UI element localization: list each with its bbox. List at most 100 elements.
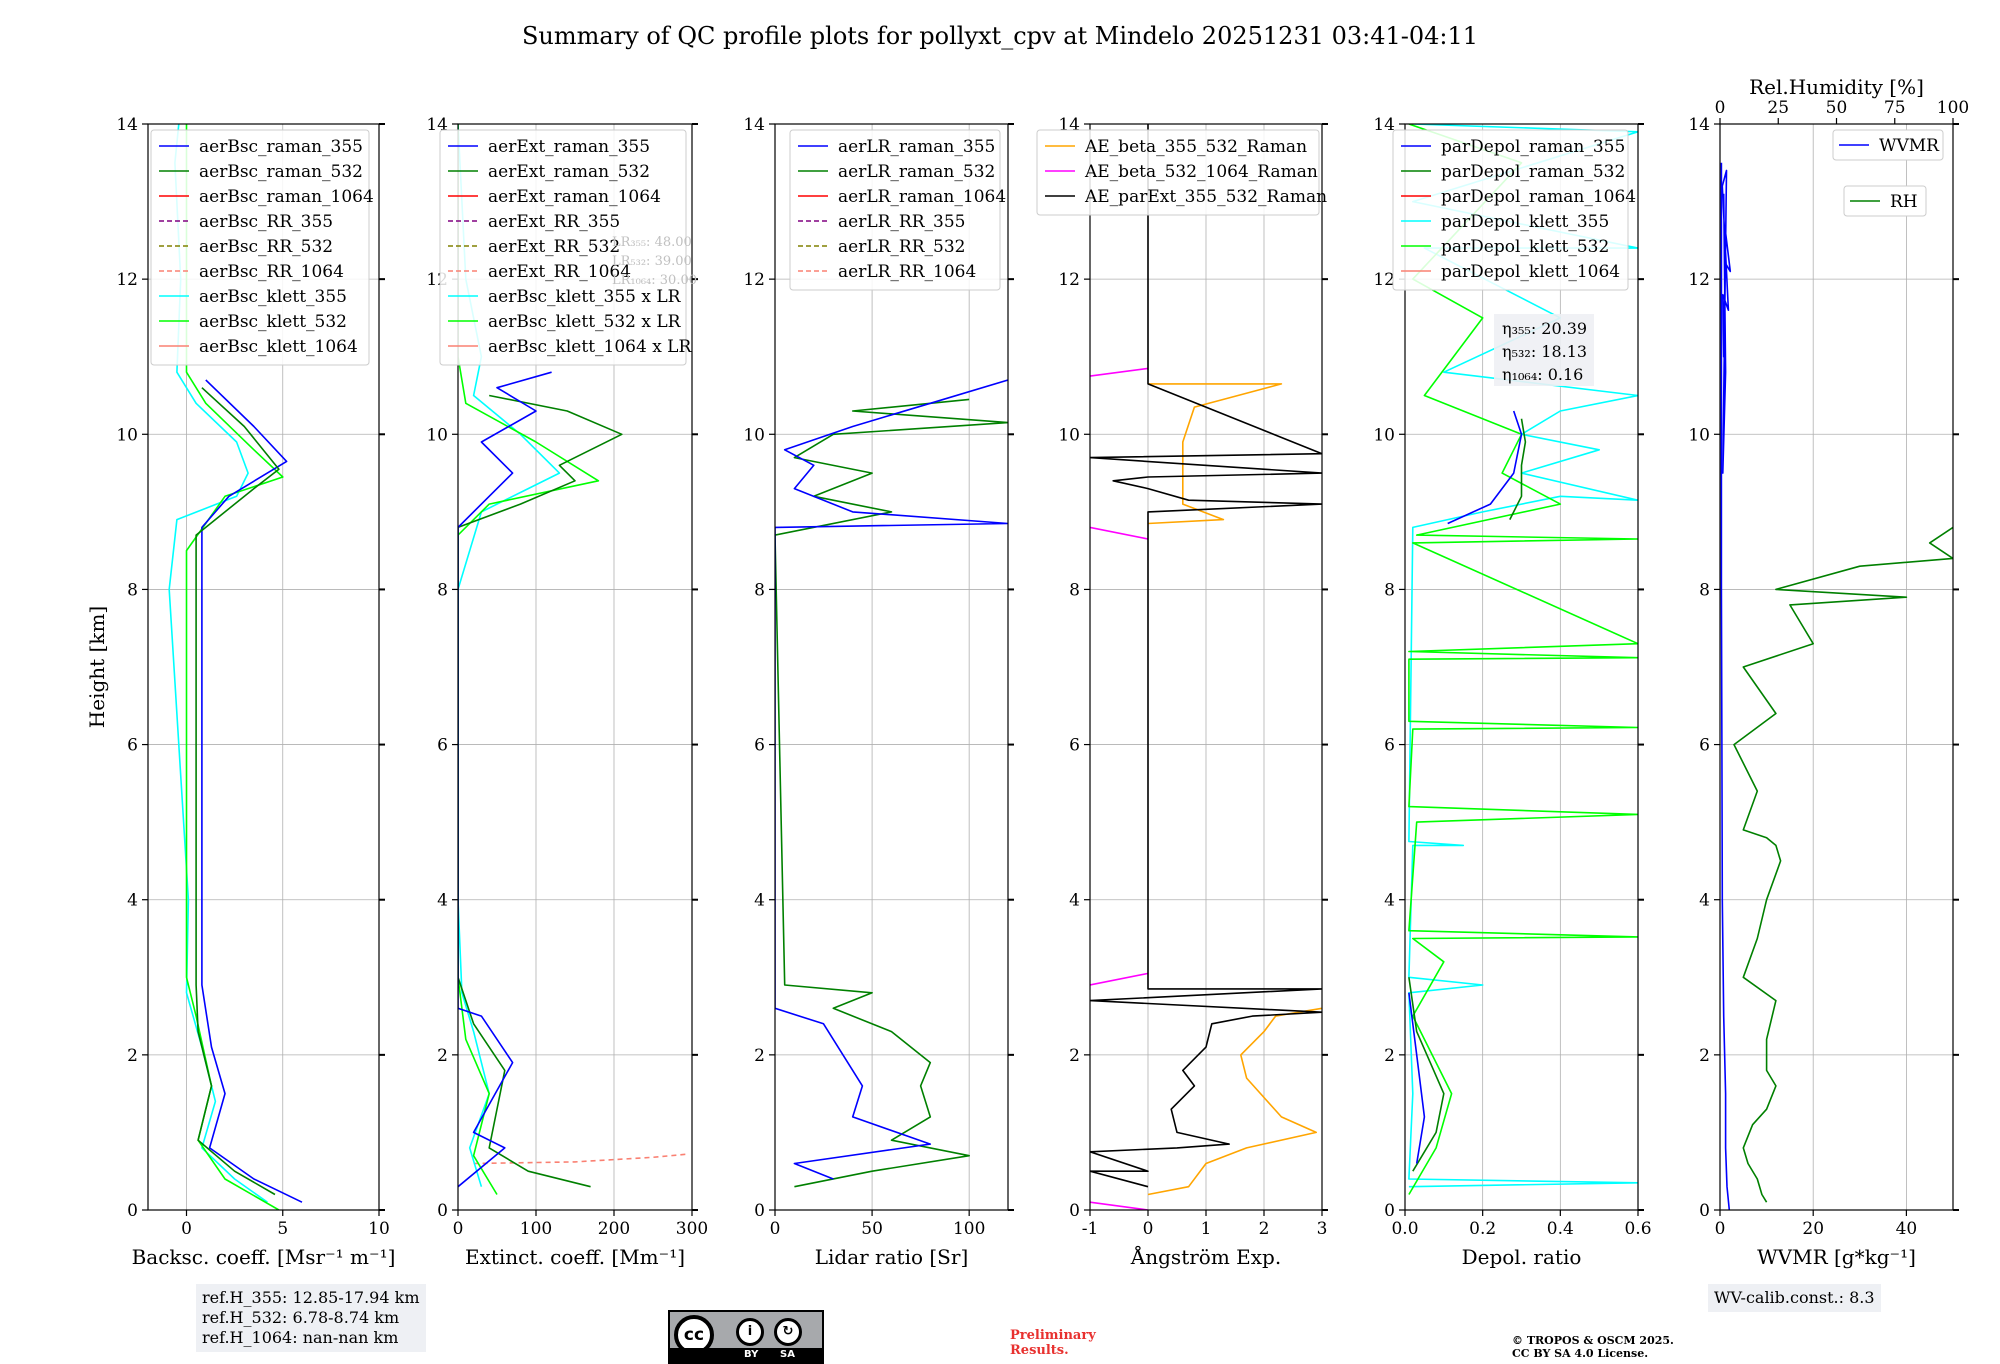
x-tick-label: 100: [520, 1219, 552, 1239]
y-tick-label: 10: [743, 425, 765, 445]
panel-bsc: 0 5 10 0 2 4 6 8 10 12 14 Backsc. coeff. [Msr⁻¹ m⁻¹…: [116, 115, 395, 1269]
series-line-rh: [1733, 526, 1953, 1203]
refh-1064: ref.H_1064: nan-nan km: [202, 1328, 399, 1347]
legend-label: aerBsc_RR_355: [199, 212, 333, 232]
x-tick-label: 0: [1143, 1219, 1154, 1239]
y-tick-label: 10: [1373, 425, 1395, 445]
x-top-tick-label: 75: [1884, 98, 1906, 118]
axes-frame: [1719, 123, 1954, 1211]
y-tick-label: 12: [1373, 270, 1395, 290]
x-tick-label: 0.4: [1547, 1219, 1574, 1239]
x-top-axis-label: Rel.Humidity [%]: [1749, 75, 1924, 99]
cc-sa-label: SA: [780, 1349, 795, 1360]
preliminary-line-2: Results.: [1010, 1343, 1069, 1358]
refh-532: ref.H_532: 6.78-8.74 km: [202, 1308, 400, 1327]
y-tick-label: 8: [1384, 580, 1395, 600]
series-line-wvmr-scatter: [1721, 169, 1732, 474]
annotation-text: LR₃₅₅: 48.00: [612, 235, 692, 250]
legend-label: AE_parExt_355_532_Raman: [1084, 187, 1327, 207]
legend-label: RH: [1890, 192, 1918, 212]
y-tick-label: 10: [426, 425, 448, 445]
x-tick-label: 0: [770, 1219, 781, 1239]
series-group: [1720, 162, 1953, 1210]
series-line-aerbsc-raman-355: [201, 379, 303, 1203]
y-tick-label: 8: [1069, 580, 1080, 600]
y-tick-label: 4: [1069, 891, 1080, 911]
y-tick-label: 14: [1688, 115, 1710, 135]
legend-label: aerBsc_klett_1064 x LR: [488, 337, 692, 357]
copyright-line-2: CC BY SA 4.0 License.: [1512, 1347, 1649, 1360]
y-tick-label: 12: [743, 270, 765, 290]
series-line-ae-beta-355-532-raman-b: [1147, 383, 1283, 525]
legend-label: parDepol_raman_532: [1441, 162, 1625, 182]
series-line-aerbsc-rr-1064: [473, 1153, 689, 1165]
y-tick-label: 6: [127, 736, 138, 756]
series-line-aerbsc-raman-532: [195, 387, 280, 1196]
legend-label: aerBsc_raman_1064: [199, 187, 374, 207]
series-line-ae-beta-532-1064-raman-b: [1090, 972, 1149, 986]
y-axis-label: Height [km]: [85, 606, 109, 728]
axes-frame: [1404, 123, 1639, 1211]
annotation-text: η₅₃₂: 18.13: [1502, 342, 1587, 361]
y-tick-label: 10: [1688, 425, 1710, 445]
figure-title: Summary of QC profile plots for pollyxt_…: [521, 22, 1479, 50]
series-line-pardepol-raman-355: [1408, 992, 1426, 1164]
legend-label: WVMR: [1879, 136, 1940, 156]
y-tick-label: 2: [127, 1046, 138, 1066]
y-tick-label: 4: [1699, 891, 1710, 911]
legend-label: aerLR_RR_532: [838, 237, 965, 257]
series-group: [458, 124, 689, 1195]
preliminary-note: Preliminary Results.: [1010, 1328, 1096, 1358]
legend-label: aerLR_raman_355: [838, 137, 995, 157]
y-tick-label: 2: [1699, 1046, 1710, 1066]
x-top-tick-label: 25: [1767, 98, 1789, 118]
series-line-aerlr-raman-355: [775, 379, 1008, 1180]
x-tick-label: 0.2: [1469, 1219, 1496, 1239]
annotation-box: [1494, 314, 1594, 386]
cc-by-label: BY: [744, 1349, 759, 1360]
y-tick-label: 8: [437, 580, 448, 600]
x-tick-label: 0: [1715, 1219, 1726, 1239]
legend-label: AE_beta_355_532_Raman: [1084, 137, 1307, 157]
series-line-aerext-raman-532: [458, 394, 623, 1188]
panel-wv: 0 20 40 0 2 4 6 8 10 12 14 WVMR [g*kg⁻¹] 0 25 50 75 100 R…: [1688, 75, 1969, 1269]
series-group: [1090, 124, 1322, 1210]
x-tick-label: 300: [676, 1219, 708, 1239]
y-tick-label: 6: [754, 736, 765, 756]
legend-label: aerExt_raman_1064: [488, 187, 661, 207]
legend-label: aerExt_RR_1064: [488, 262, 631, 282]
legend-label: aerExt_RR_532: [488, 237, 620, 257]
x-tick-label: 50: [861, 1219, 883, 1239]
legend-label: aerLR_raman_1064: [838, 187, 1006, 207]
x-axis-label: Depol. ratio: [1462, 1245, 1582, 1269]
legend-label: aerBsc_klett_532 x LR: [488, 312, 682, 332]
cc-label-bar: BY SA: [670, 1348, 822, 1362]
cc-license-badge: cc i ↻ BY SA: [668, 1310, 824, 1364]
wv-calib-text: WV-calib.const.: 8.3: [1714, 1288, 1875, 1307]
series-line-aerext-raman-355: [458, 371, 552, 1188]
y-tick-label: 2: [1384, 1046, 1395, 1066]
x-tick-label: 200: [598, 1219, 630, 1239]
series-line-ae-beta-532-1064-raman-d: [1090, 367, 1149, 377]
x-tick-label: 0.0: [1391, 1219, 1418, 1239]
x-axis-label: Backsc. coeff. [Msr⁻¹ m⁻¹]: [132, 1245, 396, 1269]
legend-label: aerBsc_raman_355: [199, 137, 363, 157]
legend-label: aerBsc_klett_355: [199, 287, 347, 307]
legend-box: [439, 129, 687, 366]
x-axis-label: Lidar ratio [Sr]: [815, 1245, 969, 1269]
x-tick-label: 20: [1802, 1219, 1824, 1239]
legend-label: parDepol_klett_532: [1441, 237, 1609, 257]
legend-label: AE_beta_532_1064_Raman: [1084, 162, 1318, 182]
legend-label: parDepol_raman_1064: [1441, 187, 1636, 207]
y-tick-label: 0: [1699, 1201, 1710, 1221]
legend-label: aerBsc_RR_1064: [199, 262, 344, 282]
y-tick-label: 8: [1699, 580, 1710, 600]
axes-frame: [457, 123, 693, 1211]
y-tick-label: 14: [743, 115, 765, 135]
y-tick-label: 12: [116, 270, 138, 290]
y-tick-label: 4: [437, 891, 448, 911]
series-line-pardepol-raman-532: [1408, 977, 1445, 1172]
preliminary-line-1: Preliminary: [1010, 1328, 1096, 1343]
series-line-ae-beta-532-1064-raman-c: [1090, 526, 1149, 540]
